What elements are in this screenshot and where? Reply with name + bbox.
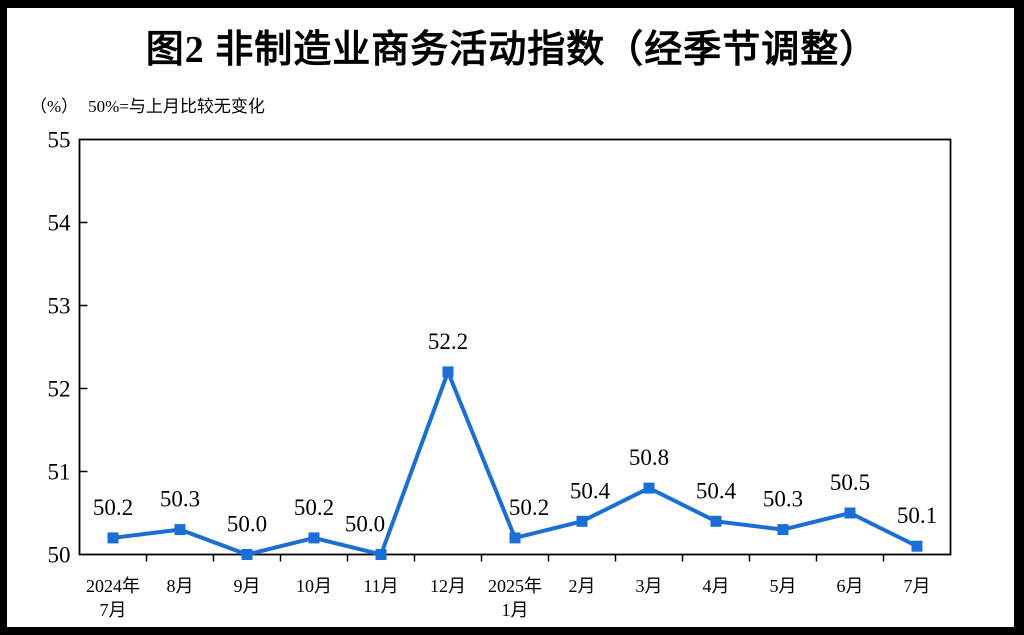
data-point-marker — [375, 549, 387, 560]
data-point-label: 50.2 — [294, 495, 334, 520]
data-point-label: 50.0 — [345, 512, 385, 537]
data-point-label: 52.2 — [428, 329, 468, 354]
data-point-marker — [442, 366, 454, 378]
y-axis-tick-label: 54 — [48, 211, 72, 236]
data-point-marker — [509, 532, 521, 544]
x-axis-label: 2024年 — [86, 576, 140, 596]
data-point-marker — [777, 524, 789, 536]
y-axis-tick-label: 51 — [48, 460, 71, 485]
baseline-note: 50%=与上月比较无变化 — [88, 97, 265, 116]
data-point-marker — [241, 549, 253, 560]
x-axis-label: 10月 — [296, 576, 332, 596]
y-axis-unit-label: （%） — [30, 97, 79, 116]
data-point-label: 50.3 — [160, 487, 200, 512]
data-point-marker — [911, 540, 923, 552]
data-point-label: 50.0 — [227, 512, 267, 537]
y-axis-tick-label: 52 — [48, 377, 71, 402]
x-axis-label: 7月 — [100, 600, 127, 620]
chart-title: 图2 非制造业商务活动指数（经季节调整） — [145, 29, 879, 71]
x-axis-label: 1月 — [502, 600, 529, 620]
x-axis-label: 6月 — [837, 576, 864, 596]
data-point-label: 50.2 — [509, 495, 549, 520]
data-point-marker — [576, 515, 588, 527]
data-point-label: 50.2 — [93, 495, 133, 520]
data-point-label: 50.5 — [830, 470, 870, 495]
data-point-label: 50.3 — [763, 487, 803, 512]
x-axis-label: 9月 — [234, 576, 261, 596]
data-point-marker — [174, 524, 186, 536]
x-axis-label: 12月 — [430, 576, 466, 596]
data-point-label: 50.4 — [570, 478, 611, 503]
data-point-label: 50.8 — [629, 445, 669, 470]
y-axis-tick-label: 50 — [48, 543, 71, 568]
x-axis-label: 11月 — [363, 576, 398, 596]
x-axis-label: 2025年 — [488, 576, 542, 596]
axis-note: （%） 50%=与上月比较无变化 — [30, 92, 265, 117]
x-axis-label: 2月 — [569, 576, 596, 596]
y-axis-tick-label: 53 — [48, 294, 71, 319]
data-point-marker — [844, 507, 856, 519]
data-point-marker — [308, 532, 320, 544]
data-point-label: 50.4 — [696, 478, 737, 503]
data-point-marker — [643, 482, 655, 494]
x-axis-label: 7月 — [904, 576, 931, 596]
x-axis-label: 5月 — [770, 576, 797, 596]
data-point-marker — [710, 515, 722, 527]
x-axis-label: 8月 — [167, 576, 194, 596]
y-axis-tick-label: 55 — [48, 128, 71, 153]
x-axis-label: 3月 — [636, 576, 663, 596]
x-axis-label: 4月 — [703, 576, 730, 596]
data-point-label: 50.1 — [897, 503, 937, 528]
plot-border — [78, 138, 952, 556]
data-point-marker — [107, 532, 119, 544]
